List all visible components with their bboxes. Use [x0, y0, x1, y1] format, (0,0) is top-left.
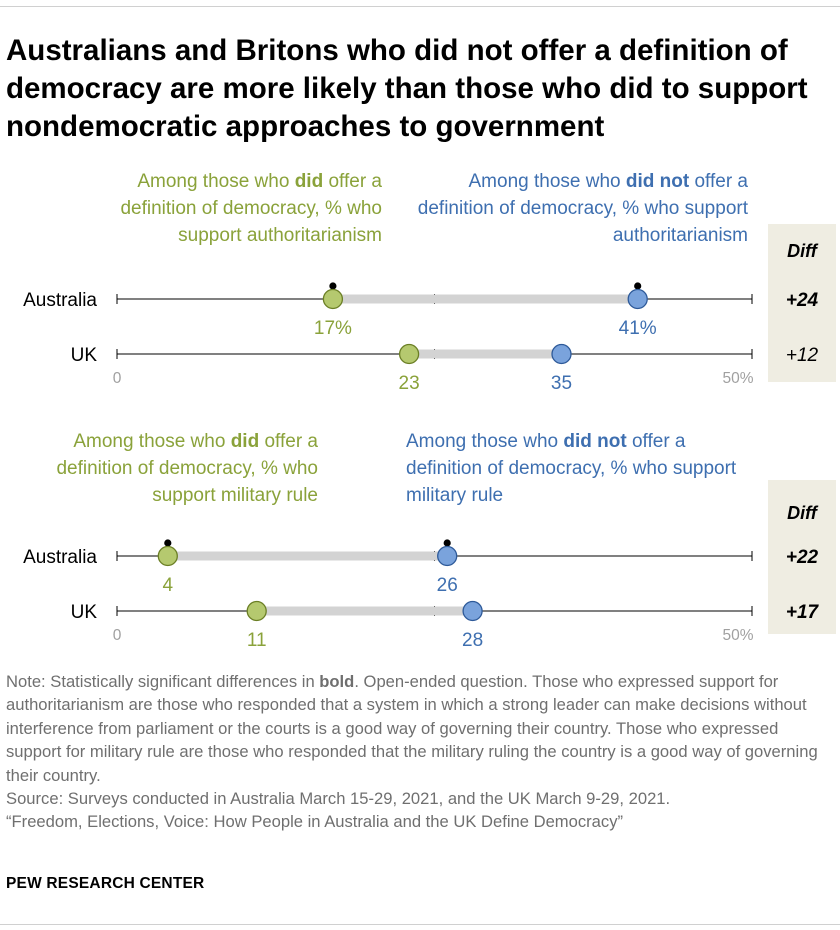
category-label: UK: [71, 602, 98, 623]
diff-column-panel-2: [768, 480, 836, 634]
diff-header: Diff: [787, 503, 817, 523]
annotation-stem-dot: [164, 539, 172, 547]
annotation-did-not-offer: Among those who did not offer a definiti…: [413, 168, 748, 249]
value-label-did-not-offer: 26: [437, 575, 458, 596]
category-label: UK: [71, 345, 98, 366]
diff-header: Diff: [787, 241, 817, 261]
dot-did-offer: [322, 288, 344, 310]
note-text: Note: Statistically significant differen…: [6, 670, 834, 787]
note: Note: Statistically significant differen…: [6, 670, 834, 834]
annotation-text-pre: Among those who: [406, 431, 564, 452]
annotation-text-post: offer a definition of democracy, % who s…: [56, 431, 318, 506]
annotation-text-bold: did: [294, 171, 324, 192]
dot-did-not-offer: [551, 343, 572, 365]
annotation-text-post: offer a definition of democracy, % who s…: [406, 431, 737, 506]
annotation-text-post: offer a definition of democracy, % who s…: [417, 171, 748, 246]
annotation-stem-dot: [634, 282, 642, 290]
annotation-did-not-offer: Among those who did not offer a definiti…: [406, 428, 738, 509]
annotation-stem-dot: [443, 539, 451, 547]
dot-did-not-offer: [462, 600, 483, 622]
value-label-did-offer: 17%: [314, 318, 352, 339]
annotation-text-pre: Among those who: [468, 171, 626, 192]
footer-brand: PEW RESEARCH CENTER: [6, 875, 205, 892]
note-rest: . Open-ended question. Those who express…: [6, 672, 818, 785]
annotation-did-offer: Among those who did offer a definition o…: [60, 168, 382, 249]
report-title: “Freedom, Elections, Voice: How People i…: [6, 812, 624, 832]
dot-did-offer: [157, 545, 178, 567]
value-label-did-offer: 23: [399, 373, 420, 394]
diff-value: +22: [786, 547, 819, 568]
category-label: Australia: [23, 547, 97, 568]
dot-plot: Australia 17% 41% +24 UK 23 35 +12 0 50% Australia…: [23, 282, 820, 651]
diff-value: +12: [786, 345, 819, 366]
source-text: Source: Surveys conducted in Australia M…: [6, 789, 671, 809]
value-label-did-not-offer: 41%: [619, 318, 657, 339]
dot-did-not-offer: [437, 545, 458, 567]
diff-value: +17: [786, 602, 820, 623]
value-label-did-offer: 4: [163, 575, 174, 596]
category-label: Australia: [23, 290, 97, 311]
annotation-stem-dot: [329, 282, 337, 290]
value-label-did-not-offer: 28: [462, 630, 483, 651]
annotation-text-bold: did not: [625, 171, 690, 192]
diff-column-panel-1: [768, 224, 836, 382]
dot-did-not-offer: [627, 288, 648, 310]
dot-did-offer: [398, 343, 420, 365]
annotation-text-post: offer a definition of democracy, % who s…: [120, 171, 382, 246]
dot-did-offer: [246, 600, 267, 622]
annotation-text-pre: Among those who: [137, 171, 295, 192]
axis-label-max: 50%: [722, 370, 753, 387]
bottom-divider: [0, 924, 840, 925]
annotation-text-bold: did not: [563, 431, 627, 452]
note-prefix: Note: Statistically significant differen…: [6, 672, 320, 691]
note-bold: bold: [319, 672, 355, 691]
annotation-text-pre: Among those who: [73, 431, 231, 452]
axis-label-min: 0: [113, 627, 122, 644]
annotation-did-offer: Among those who did offer a definition o…: [20, 428, 318, 509]
value-label-did-not-offer: 35: [551, 373, 572, 394]
top-divider: [0, 6, 840, 7]
annotation-text-bold: did: [230, 431, 260, 452]
axis-label-max: 50%: [722, 627, 753, 644]
value-label-did-offer: 11: [247, 630, 267, 651]
axis-label-min: 0: [113, 370, 122, 387]
chart-title: Australians and Britons who did not offe…: [6, 34, 808, 143]
diff-value: +24: [786, 290, 819, 311]
